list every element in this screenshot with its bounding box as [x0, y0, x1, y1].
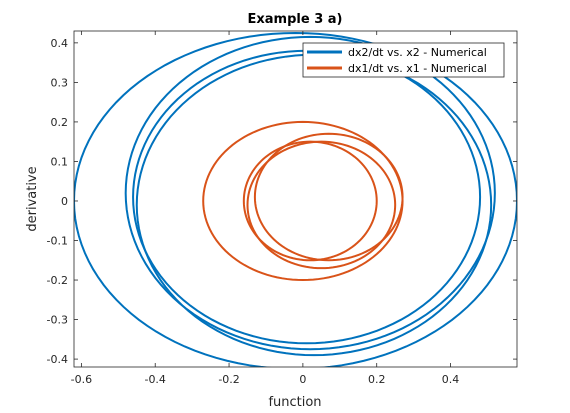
tick-layer: -0.6 -0.4 -0.2 0 0.2 0.4-0.4-0.3-0.2-0.100.10…	[47, 31, 517, 386]
y-tick-label: -0.2	[47, 274, 68, 287]
legend: dx2/dt vs. x2 - Numerical dx1/dt vs. x1 …	[302, 42, 505, 78]
legend-label-series-1: dx2/dt vs. x2 - Numerical	[348, 46, 487, 59]
y-tick-label: 0.2	[51, 116, 69, 129]
y-tick-label: 0.3	[51, 76, 69, 89]
chart-title: Example 3 a)	[248, 12, 343, 27]
y-tick-label: -0.1	[47, 235, 68, 248]
series-2-loop-3	[246, 140, 397, 270]
series-2-loop-4	[242, 140, 378, 262]
x-tick-label: 0.4	[442, 373, 460, 386]
y-tick-label: -0.4	[47, 353, 68, 366]
series-2-loop-2	[253, 132, 404, 262]
x-tick-label: -0.6	[71, 373, 92, 386]
plot-area	[74, 31, 517, 367]
x-axis-label: function	[268, 395, 321, 410]
plot-frame	[73, 30, 518, 368]
y-tick-label: 0.4	[51, 37, 69, 50]
x-tick-label: 0	[299, 373, 306, 386]
x-tick-label: -0.2	[218, 373, 239, 386]
y-tick-label: 0.1	[51, 155, 69, 168]
y-axis-label: derivative	[25, 166, 40, 231]
y-tick-label: -0.3	[47, 314, 68, 327]
legend-label-series-2: dx1/dt vs. x1 - Numerical	[348, 62, 487, 75]
y-tick-label: 0	[61, 195, 68, 208]
x-tick-label: -0.4	[144, 373, 165, 386]
series-2-loop-1	[202, 120, 404, 282]
x-tick-label: 0.2	[368, 373, 386, 386]
legend-box	[302, 42, 505, 78]
